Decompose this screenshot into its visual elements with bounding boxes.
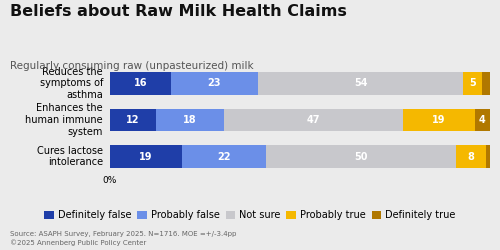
Bar [266, 145, 456, 168]
Bar [156, 109, 224, 131]
Legend: Definitely false, Probably false, Not sure, Probably true, Definitely true: Definitely false, Probably false, Not su… [44, 210, 456, 220]
Bar [475, 109, 490, 131]
Text: 22: 22 [217, 152, 231, 162]
Text: 50: 50 [354, 152, 368, 162]
Text: 8: 8 [468, 152, 474, 162]
Text: Regularly consuming raw (unpasteurized) milk: Regularly consuming raw (unpasteurized) … [10, 61, 254, 71]
Text: Source: ASAPH Survey, February 2025. N=1716. MOE =+/-3.4pp: Source: ASAPH Survey, February 2025. N=1… [10, 231, 236, 237]
Bar [110, 72, 171, 95]
Bar [182, 145, 266, 168]
Bar [258, 72, 464, 95]
Text: ©2025 Annenberg Public Policy Center: ©2025 Annenberg Public Policy Center [10, 240, 146, 246]
Text: 12: 12 [126, 115, 140, 125]
Text: 16: 16 [134, 78, 147, 88]
Bar [402, 109, 475, 131]
Text: 5: 5 [470, 78, 476, 88]
Text: Beliefs about Raw Milk Health Claims: Beliefs about Raw Milk Health Claims [10, 4, 347, 19]
Bar [224, 109, 402, 131]
Bar [456, 145, 486, 168]
Text: 23: 23 [208, 78, 221, 88]
Bar [110, 109, 156, 131]
Text: 54: 54 [354, 78, 368, 88]
Bar [482, 72, 490, 95]
Text: 4: 4 [479, 115, 486, 125]
Text: 18: 18 [183, 115, 196, 125]
Bar [110, 145, 182, 168]
Text: 19: 19 [432, 115, 446, 125]
Text: 19: 19 [140, 152, 153, 162]
Bar [486, 145, 494, 168]
Text: 47: 47 [306, 115, 320, 125]
Bar [464, 72, 482, 95]
Bar [171, 72, 258, 95]
